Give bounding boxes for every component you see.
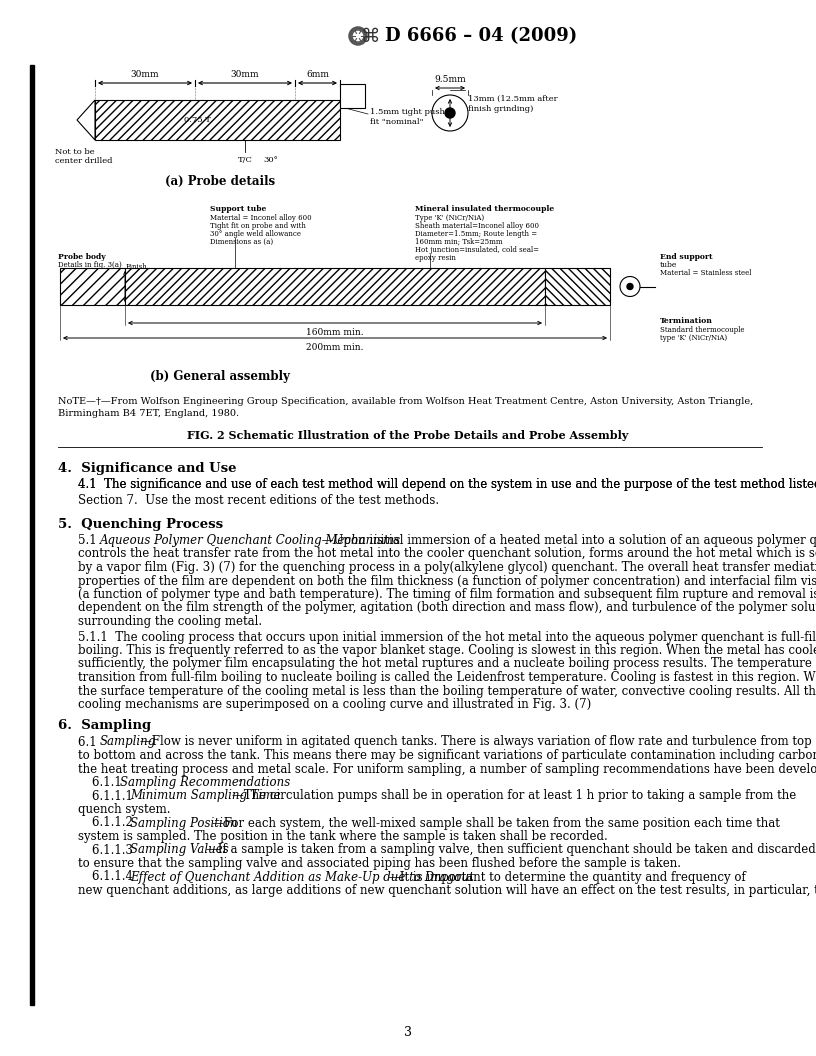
Text: 5.1: 5.1 bbox=[78, 534, 104, 547]
Text: Standard thermocouple: Standard thermocouple bbox=[660, 326, 744, 334]
Text: the surface temperature of the cooling metal is less than the boiling temperatur: the surface temperature of the cooling m… bbox=[78, 684, 816, 698]
Bar bbox=[125, 268, 545, 305]
Text: T/C: T/C bbox=[237, 156, 252, 164]
Text: 30°: 30° bbox=[263, 156, 277, 164]
Text: cooling mechanisms are superimposed on a cooling curve and illustrated in Fig. 3: cooling mechanisms are superimposed on a… bbox=[78, 698, 592, 711]
Text: 30mm: 30mm bbox=[231, 70, 259, 79]
Text: Mineral insulated thermocouple: Mineral insulated thermocouple bbox=[415, 205, 554, 213]
Text: new quenchant additions, as large additions of new quenchant solution will have : new quenchant additions, as large additi… bbox=[78, 884, 816, 897]
Text: 13mm (12.5mm after: 13mm (12.5mm after bbox=[468, 95, 557, 103]
Text: Material = Stainless steel: Material = Stainless steel bbox=[660, 269, 752, 277]
Text: 30° angle weld allowance: 30° angle weld allowance bbox=[210, 230, 301, 238]
Text: Material = Inconel alloy 600: Material = Inconel alloy 600 bbox=[210, 214, 312, 222]
Text: (a) Probe details: (a) Probe details bbox=[165, 175, 275, 188]
Text: 4.1  The significance and use of each test method will depend on the system in u: 4.1 The significance and use of each tes… bbox=[78, 478, 816, 508]
Text: NᴏTE—†—From Wolfson Engineering Group Specification, available from Wolfson Heat: NᴏTE—†—From Wolfson Engineering Group Sp… bbox=[58, 397, 753, 406]
Text: 6.1.1.1: 6.1.1.1 bbox=[92, 790, 140, 803]
Text: Probe body: Probe body bbox=[58, 253, 105, 261]
Text: Dimensions as (a): Dimensions as (a) bbox=[210, 238, 273, 246]
Text: 30mm: 30mm bbox=[131, 70, 159, 79]
Text: Sampling Position: Sampling Position bbox=[130, 816, 237, 830]
Text: D 6666 – 04 (2009): D 6666 – 04 (2009) bbox=[385, 27, 577, 45]
Text: 3: 3 bbox=[404, 1025, 412, 1038]
Text: Details in fig. 3(a): Details in fig. 3(a) bbox=[58, 261, 122, 269]
Text: grind: grind bbox=[127, 271, 147, 279]
Text: by a vapor film (Fig. 3) (7) for the quenching process in a poly(alkylene glycol: by a vapor film (Fig. 3) (7) for the que… bbox=[78, 561, 816, 574]
Text: —For each system, the well-mixed sample shall be taken from the same position ea: —For each system, the well-mixed sample … bbox=[212, 816, 780, 830]
Text: 9.5mm: 9.5mm bbox=[434, 75, 466, 84]
Text: dependent on the film strength of the polymer, agitation (both direction and mas: dependent on the film strength of the po… bbox=[78, 602, 816, 615]
Text: to bottom and across the tank. This means there may be significant variations of: to bottom and across the tank. This mean… bbox=[78, 749, 816, 762]
Text: sufficiently, the polymer film encapsulating the hot metal ruptures and a nuclea: sufficiently, the polymer film encapsula… bbox=[78, 658, 816, 671]
Text: (a function of polymer type and bath temperature). The timing of film formation : (a function of polymer type and bath tem… bbox=[78, 588, 816, 601]
Text: fit "nominal": fit "nominal" bbox=[370, 118, 424, 126]
Text: type 'K' (NiCr/NiA): type 'K' (NiCr/NiA) bbox=[660, 334, 727, 342]
Text: Support tube: Support tube bbox=[210, 205, 266, 213]
Text: to ensure that the sampling valve and associated piping has been flushed before : to ensure that the sampling valve and as… bbox=[78, 857, 681, 870]
Text: —Upon initial immersion of a heated metal into a solution of an aqueous polymer : —Upon initial immersion of a heated meta… bbox=[318, 534, 816, 547]
Text: —It is important to determine the quantity and frequency of: —It is important to determine the quanti… bbox=[388, 870, 746, 884]
Circle shape bbox=[627, 283, 633, 289]
Text: —The circulation pumps shall be in operation for at least 1 h prior to taking a : —The circulation pumps shall be in opera… bbox=[232, 790, 796, 803]
Text: transition from full-film boiling to nucleate boiling is called the Leidenfrost : transition from full-film boiling to nuc… bbox=[78, 671, 816, 684]
Text: —If a sample is taken from a sampling valve, then sufficient quenchant should be: —If a sample is taken from a sampling va… bbox=[206, 844, 816, 856]
Bar bbox=[340, 84, 365, 108]
Text: 6.1: 6.1 bbox=[78, 735, 104, 749]
Text: 5.1.1  The cooling process that occurs upon initial immersion of the hot metal i: 5.1.1 The cooling process that occurs up… bbox=[78, 630, 816, 643]
Text: Sheath material=Inconel alloy 600: Sheath material=Inconel alloy 600 bbox=[415, 222, 539, 230]
Text: Sampling Values: Sampling Values bbox=[130, 844, 228, 856]
Text: (b) General assembly: (b) General assembly bbox=[150, 370, 290, 383]
Text: 160mm min.: 160mm min. bbox=[306, 328, 364, 337]
Polygon shape bbox=[77, 100, 95, 140]
Text: finish grinding): finish grinding) bbox=[468, 105, 534, 113]
Text: 4.1  The significance and use of each test method will depend on the system in u: 4.1 The significance and use of each tes… bbox=[78, 478, 816, 491]
Text: —Flow is never uniform in agitated quench tanks. There is always variation of fl: —Flow is never uniform in agitated quenc… bbox=[140, 735, 812, 749]
Text: 6.1.1: 6.1.1 bbox=[92, 776, 129, 789]
Text: surrounding the cooling metal.: surrounding the cooling metal. bbox=[78, 615, 262, 628]
Text: quench system.: quench system. bbox=[78, 803, 171, 816]
Text: Termination: Termination bbox=[660, 317, 713, 325]
Bar bbox=[545, 268, 610, 305]
Text: 12.5 ± 0.01mm: 12.5 ± 0.01mm bbox=[142, 278, 197, 286]
Text: Sampling: Sampling bbox=[100, 735, 156, 749]
Text: Effect of Quenchant Addition as Make-Up due to Dragout: Effect of Quenchant Addition as Make-Up … bbox=[130, 870, 474, 884]
Text: :: : bbox=[238, 776, 242, 789]
Text: Finish: Finish bbox=[126, 263, 148, 271]
Text: Type 'K' (NiCr/NiA): Type 'K' (NiCr/NiA) bbox=[415, 214, 484, 222]
Text: 6mm: 6mm bbox=[306, 70, 329, 79]
Text: tube: tube bbox=[660, 261, 677, 269]
Text: 6.  Sampling: 6. Sampling bbox=[58, 719, 151, 733]
Text: Sampling Recommendations: Sampling Recommendations bbox=[120, 776, 290, 789]
Text: Birmingham B4 7ET, England, 1980.: Birmingham B4 7ET, England, 1980. bbox=[58, 409, 239, 418]
Text: FIG. 2 Schematic Illustration of the Probe Details and Probe Assembly: FIG. 2 Schematic Illustration of the Pro… bbox=[188, 430, 628, 441]
Text: 6.1.1.4: 6.1.1.4 bbox=[92, 870, 140, 884]
Bar bbox=[95, 100, 340, 140]
Text: 6.1.1.3: 6.1.1.3 bbox=[92, 844, 140, 856]
Text: Not to be: Not to be bbox=[55, 148, 95, 156]
Bar bbox=[60, 268, 125, 305]
Text: Aqueous Polymer Quenchant Cooling Mechanisms: Aqueous Polymer Quenchant Cooling Mechan… bbox=[100, 534, 401, 547]
Text: 6.1.1.2: 6.1.1.2 bbox=[92, 816, 140, 830]
Text: ⌘: ⌘ bbox=[360, 26, 379, 45]
Text: 0.75 T: 0.75 T bbox=[184, 116, 211, 124]
Text: 5.  Quenching Process: 5. Quenching Process bbox=[58, 518, 223, 531]
Text: properties of the film are dependent on both the film thickness (a function of p: properties of the film are dependent on … bbox=[78, 574, 816, 587]
Bar bbox=[30, 65, 34, 1005]
Text: 1.5mm tight push: 1.5mm tight push bbox=[370, 108, 445, 116]
Text: system is sampled. The position in the tank where the sample is taken shall be r: system is sampled. The position in the t… bbox=[78, 830, 608, 843]
Text: Tight fit on probe and with: Tight fit on probe and with bbox=[210, 222, 306, 230]
Text: Hot junction=insulated, cold seal=: Hot junction=insulated, cold seal= bbox=[415, 246, 539, 254]
Circle shape bbox=[445, 108, 455, 118]
Text: 4.  Significance and Use: 4. Significance and Use bbox=[58, 463, 237, 475]
Text: center drilled: center drilled bbox=[55, 157, 113, 165]
Text: controls the heat transfer rate from the hot metal into the cooler quenchant sol: controls the heat transfer rate from the… bbox=[78, 547, 816, 561]
Text: boiling. This is frequently referred to as the vapor blanket stage. Cooling is s: boiling. This is frequently referred to … bbox=[78, 644, 816, 657]
Text: epoxy resin: epoxy resin bbox=[415, 254, 456, 262]
Text: 200mm min.: 200mm min. bbox=[306, 343, 364, 352]
Text: Diameter=1.5mm; Route length =: Diameter=1.5mm; Route length = bbox=[415, 230, 537, 238]
Text: End support: End support bbox=[660, 253, 712, 261]
Text: the heat treating process and metal scale. For uniform sampling, a number of sam: the heat treating process and metal scal… bbox=[78, 762, 816, 775]
Text: 160mm min; Tsk=25mm: 160mm min; Tsk=25mm bbox=[415, 238, 503, 246]
Text: Minimum Sampling Time: Minimum Sampling Time bbox=[130, 790, 281, 803]
